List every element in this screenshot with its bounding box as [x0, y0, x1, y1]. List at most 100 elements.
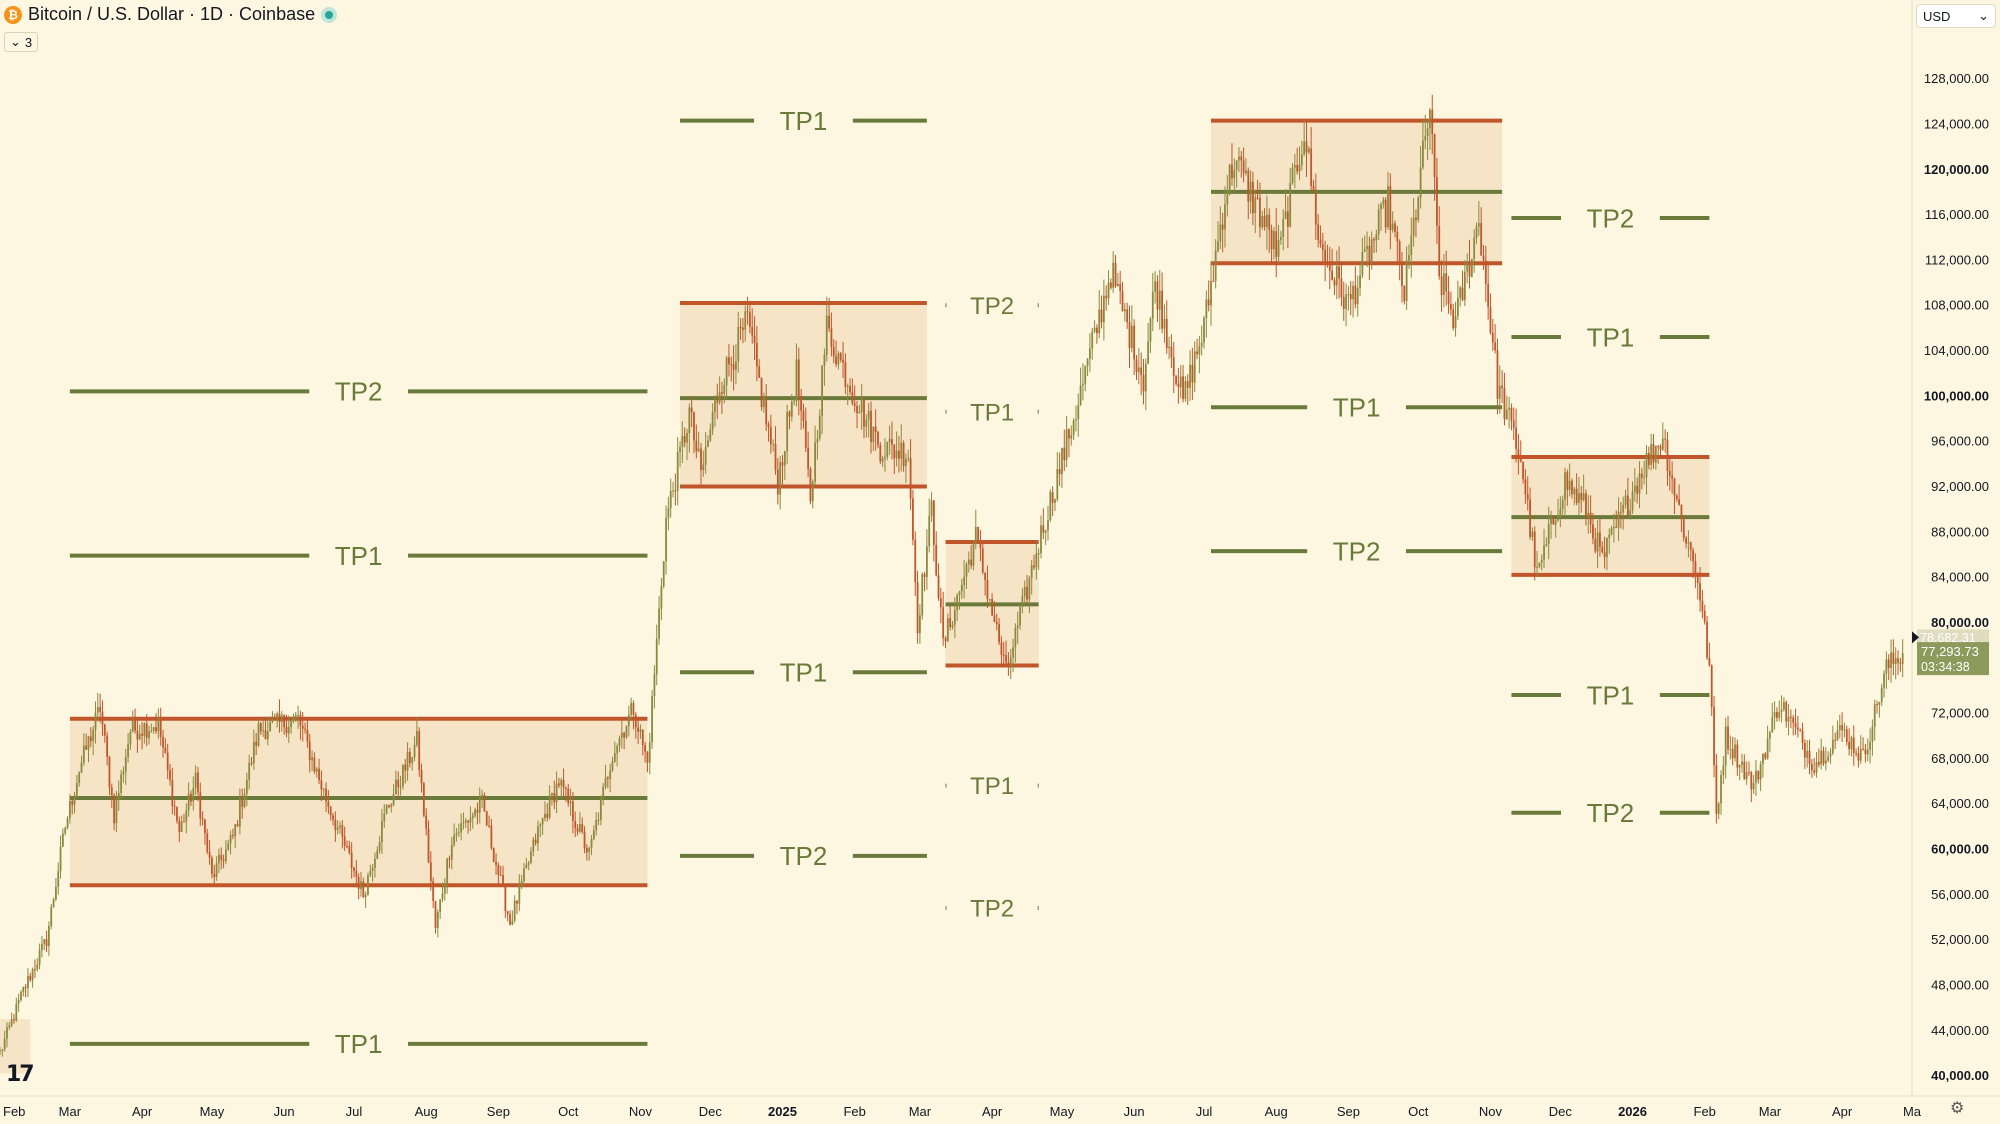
candle [1298, 165, 1301, 172]
candle [602, 786, 605, 798]
candle [1505, 409, 1508, 419]
candle [75, 782, 78, 796]
candle [441, 893, 444, 900]
candle [1729, 749, 1732, 751]
candle [124, 756, 127, 772]
candle [1321, 243, 1324, 250]
candle [1673, 478, 1676, 496]
candle [1769, 732, 1771, 739]
candle [1107, 282, 1110, 299]
candle [1065, 429, 1068, 461]
candle [632, 703, 635, 715]
candle [1682, 519, 1685, 538]
candle [1708, 657, 1711, 666]
candle [87, 736, 90, 750]
candle [1796, 727, 1799, 730]
candle [851, 392, 854, 404]
candle [923, 574, 926, 578]
candle [1009, 657, 1012, 665]
candle [1391, 223, 1394, 231]
candle [343, 836, 346, 847]
candle [369, 870, 372, 876]
candle [1, 1049, 4, 1051]
candle [1643, 477, 1646, 479]
candle [1696, 573, 1699, 584]
candle [839, 353, 842, 360]
candle [1845, 729, 1848, 742]
candle [1545, 543, 1548, 546]
candle [1836, 730, 1839, 741]
candle [334, 819, 337, 830]
time-tick-label-1: Mar [59, 1104, 82, 1119]
candle [1382, 199, 1385, 205]
candle [45, 939, 48, 947]
candle [860, 398, 863, 412]
candle [690, 407, 693, 413]
candle [1317, 224, 1320, 240]
candle [1834, 739, 1837, 741]
candle [951, 624, 954, 628]
gear-icon[interactable]: ⚙ [1950, 1100, 1965, 1117]
candle [495, 861, 497, 865]
candle [1454, 316, 1457, 329]
candle [995, 621, 998, 624]
candle [676, 452, 679, 491]
symbol-title[interactable]: Bitcoin / U.S. Dollar · 1D · Coinbase [28, 4, 316, 24]
candle [1170, 346, 1173, 358]
candle [434, 900, 437, 928]
target-label-7: TP1 [970, 399, 1014, 426]
candle [1852, 737, 1855, 753]
candle [1724, 726, 1727, 766]
candle [548, 795, 551, 818]
candle [1366, 245, 1368, 250]
candle [50, 907, 53, 926]
candle [572, 801, 574, 821]
candle [1387, 186, 1389, 228]
candle [625, 726, 628, 738]
candle [350, 852, 353, 868]
candle [101, 711, 104, 725]
candle [585, 847, 588, 853]
candle [1114, 262, 1117, 287]
candle [308, 741, 311, 761]
candle [259, 723, 262, 732]
candle [1429, 109, 1431, 129]
candle [411, 757, 414, 764]
candle [1044, 530, 1047, 533]
candle [1619, 511, 1622, 513]
candle [1750, 772, 1753, 790]
candle [1841, 725, 1844, 731]
candle [469, 818, 472, 823]
candle [250, 762, 253, 764]
candle [450, 844, 453, 860]
indicators-toggle-button[interactable]: ⌄ 3 [4, 32, 39, 52]
candle [1710, 665, 1713, 707]
candle [48, 925, 50, 947]
candle [867, 410, 870, 420]
candle [157, 717, 160, 732]
candle [1284, 211, 1287, 219]
candle [1766, 738, 1769, 759]
candle [1645, 453, 1648, 478]
target-label-12: TP2 [1587, 203, 1635, 233]
candle [793, 400, 796, 402]
candle [1275, 231, 1278, 257]
candle [735, 361, 737, 370]
candle [1340, 278, 1343, 297]
candle [1456, 298, 1459, 317]
candle [1480, 223, 1483, 256]
price-tick-label-8: 96,000.00 [1931, 434, 1989, 449]
currency-select[interactable]: USD ⌄ [1916, 4, 1996, 28]
candle [518, 884, 521, 904]
time-tick-label-7: Sep [487, 1104, 510, 1119]
candle [1084, 365, 1087, 384]
time-tick-label-6: Aug [415, 1104, 438, 1119]
candle [1613, 527, 1615, 529]
candle [1175, 375, 1177, 384]
candle [1401, 262, 1403, 287]
candle [1897, 658, 1899, 663]
candle [1075, 419, 1077, 421]
candle [1161, 290, 1164, 329]
candle [213, 873, 216, 877]
